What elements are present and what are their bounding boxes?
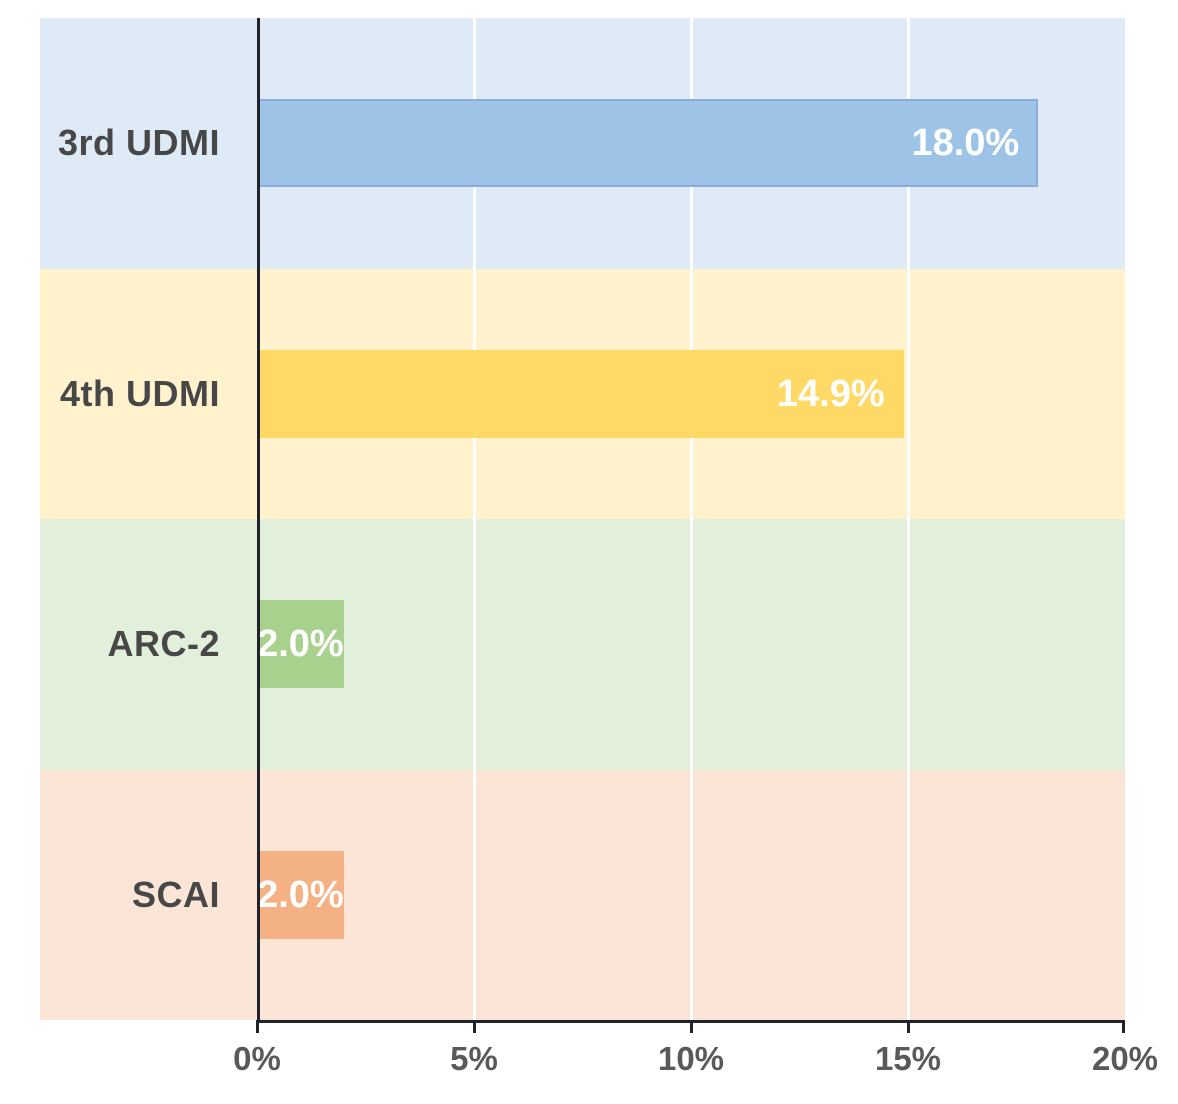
x-axis-tick-label: 15% [874,1040,942,1077]
category-label: 3rd UDMI [57,122,220,164]
gridline [906,18,910,1020]
x-axis-tick-label: 0% [233,1040,281,1077]
data-bar: 14.9% [257,349,904,438]
data-bar: 2.0% [257,850,344,939]
chart-band-row: ARC-2 2.0% [40,519,1125,770]
category-label: 4th UDMI [60,372,220,414]
chart-band-row: 3rd UDMI 18.0% [40,18,1125,269]
data-bar: 18.0% [257,99,1039,188]
bar-value-label: 2.0% [257,873,344,916]
category-label: ARC-2 [107,623,220,665]
gridline [689,18,693,1020]
chart-band-row: 4th UDMI 14.9% [40,268,1125,519]
bar-value-label: 2.0% [257,623,344,666]
chart-band-row: SCAI 2.0% [40,769,1125,1020]
x-axis-tick [255,1020,259,1033]
x-axis-tick-label: 10% [657,1040,725,1077]
x-axis-tick-label: 5% [450,1040,498,1077]
data-bar: 2.0% [257,600,344,689]
x-axis-tick [906,1020,910,1033]
x-axis-tick [472,1020,476,1033]
bar-value-label: 18.0% [911,122,1020,165]
x-axis-tick [1122,1020,1125,1033]
x-axis-tick-label: 20% [1091,1040,1159,1077]
y-axis-line [257,18,260,1020]
category-label: SCAI [131,873,220,915]
x-axis-tick [689,1020,693,1033]
bar-value-label: 14.9% [776,372,885,415]
plot-area: 3rd UDMI 18.0% 4th UDMI 14.9% ARC-2 2.0%… [40,18,1125,1033]
gridline [472,18,476,1020]
